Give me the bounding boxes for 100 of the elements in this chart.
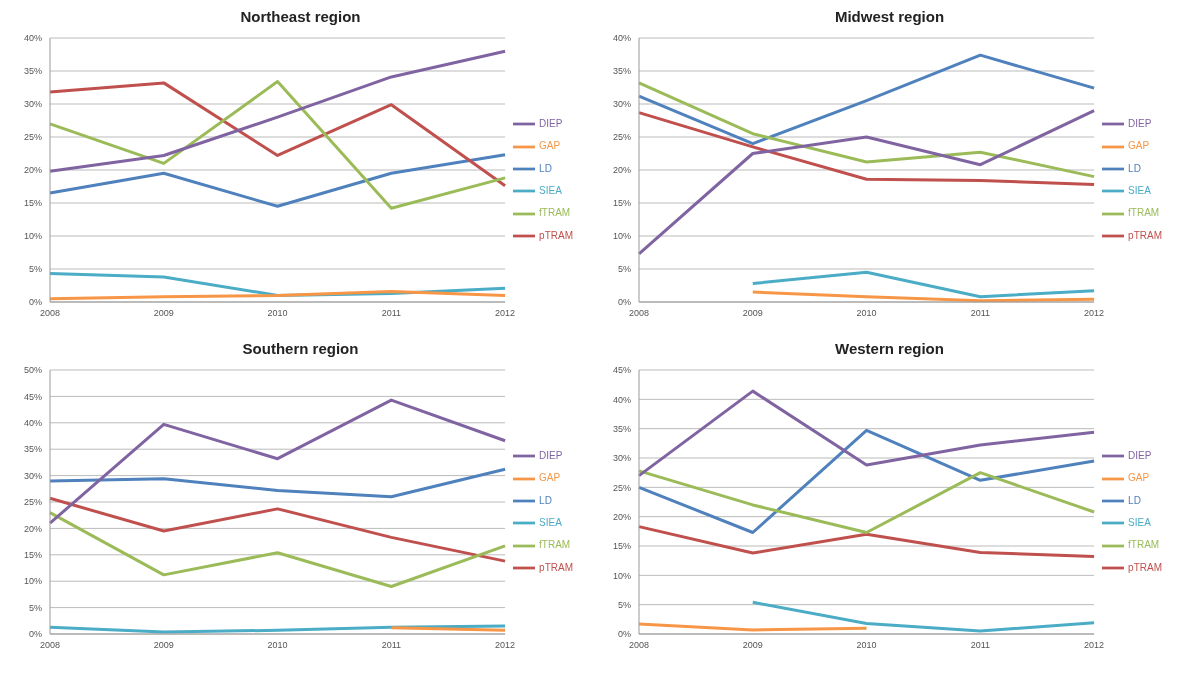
x-tick-label: 2010	[856, 308, 877, 319]
y-tick-label: 45%	[23, 391, 42, 402]
y-tick-label: 10%	[23, 231, 42, 242]
legend-label: SIEA	[539, 185, 562, 196]
legend-label: GAP	[539, 472, 561, 484]
line-series	[637, 389, 1096, 478]
line-series	[637, 81, 1096, 179]
x-tick-label: 2009	[153, 308, 174, 319]
x-tick-label: 2008	[628, 640, 650, 651]
y-tick-label: 30%	[23, 99, 42, 110]
y-tick-label: 0%	[28, 297, 42, 308]
legend-label: fTRAM	[1128, 207, 1160, 219]
y-tick-label: 25%	[23, 132, 42, 143]
line-series	[751, 290, 1096, 302]
chart-title: Midwest region	[833, 8, 946, 27]
y-tick-label: 5%	[28, 602, 42, 613]
y-tick-label: 15%	[23, 198, 42, 209]
line-series	[48, 398, 507, 525]
legend-label: DIEP	[1128, 117, 1152, 129]
x-tick-label: 2011	[381, 640, 401, 651]
y-tick-label: 35%	[612, 66, 631, 77]
y-tick-label: 5%	[617, 599, 631, 610]
x-tick-label: 2009	[742, 308, 763, 319]
y-tick-label: 0%	[28, 629, 42, 640]
y-tick-label: 10%	[612, 231, 631, 242]
y-tick-label: 30%	[23, 470, 42, 481]
x-tick-label: 2008	[39, 640, 61, 651]
y-tick-label: 0%	[617, 629, 631, 640]
x-tick-label: 2009	[153, 640, 174, 651]
line-series	[751, 600, 1096, 633]
legend-label: GAP	[539, 140, 561, 152]
line-series	[637, 525, 1096, 559]
x-tick-label: 2011	[970, 640, 990, 651]
x-tick-label: 2010	[856, 640, 877, 651]
legend-label: LD	[539, 162, 552, 174]
y-tick-label: 10%	[23, 576, 42, 587]
line-series	[48, 80, 507, 210]
y-tick-label: 25%	[23, 497, 42, 508]
x-tick-label: 2008	[39, 308, 61, 319]
x-tick-label: 2010	[267, 640, 288, 651]
line-series	[637, 469, 1096, 535]
legend-label: GAP	[1128, 472, 1150, 484]
legend-label: pTRAM	[1128, 561, 1162, 573]
x-tick-label: 2009	[742, 640, 763, 651]
line-series	[48, 467, 507, 499]
legend-label: GAP	[1128, 140, 1150, 152]
x-tick-label: 2012	[495, 308, 516, 319]
y-tick-label: 40%	[23, 417, 42, 428]
line-series	[637, 53, 1096, 146]
line-series	[637, 111, 1096, 187]
legend-label: SIEA	[1128, 517, 1151, 528]
y-tick-label: 50%	[23, 365, 42, 376]
x-tick-label: 2011	[381, 308, 401, 319]
y-tick-label: 10%	[612, 570, 631, 581]
legend-label: LD	[539, 494, 552, 506]
line-series	[48, 81, 507, 188]
line-series	[48, 49, 507, 173]
chart-title: Southern region	[241, 340, 360, 359]
legend-label: SIEA	[1128, 185, 1151, 196]
y-tick-label: 30%	[612, 453, 631, 464]
y-tick-label: 15%	[612, 198, 631, 209]
line-series	[48, 153, 507, 208]
y-tick-label: 20%	[23, 165, 42, 176]
legend-label: SIEA	[539, 517, 562, 528]
legend-label: fTRAM	[539, 539, 571, 551]
y-tick-label: 15%	[23, 549, 42, 560]
legend-label: LD	[1128, 162, 1141, 174]
y-tick-label: 5%	[28, 264, 42, 275]
y-tick-label: 20%	[612, 165, 631, 176]
line-series	[751, 270, 1096, 299]
x-tick-label: 2012	[1084, 308, 1105, 319]
y-tick-label: 25%	[612, 132, 631, 143]
y-tick-label: 40%	[23, 33, 42, 44]
line-series	[48, 511, 507, 588]
y-tick-label: 35%	[23, 66, 42, 77]
x-tick-label: 2010	[267, 308, 288, 319]
y-tick-label: 35%	[23, 444, 42, 455]
y-tick-label: 40%	[612, 33, 631, 44]
y-tick-label: 5%	[617, 264, 631, 275]
x-tick-label: 2011	[970, 308, 990, 319]
legend-label: fTRAM	[1128, 539, 1160, 551]
chart-title: Western region	[834, 340, 945, 359]
y-tick-label: 20%	[23, 523, 42, 534]
y-tick-label: 30%	[612, 99, 631, 110]
y-tick-label: 20%	[612, 511, 631, 522]
chart-title: Northeast region	[239, 8, 362, 27]
x-tick-label: 2008	[628, 308, 650, 319]
y-tick-label: 40%	[612, 394, 631, 405]
legend-label: DIEP	[539, 449, 563, 461]
legend-label: pTRAM	[539, 229, 573, 241]
y-tick-label: 15%	[612, 541, 631, 552]
line-series	[48, 496, 507, 563]
y-tick-label: 35%	[612, 423, 631, 434]
legend-label: DIEP	[1128, 449, 1152, 461]
y-tick-label: 45%	[612, 365, 631, 376]
y-tick-label: 25%	[612, 482, 631, 493]
legend-label: pTRAM	[1128, 229, 1162, 241]
x-tick-label: 2012	[495, 640, 516, 651]
legend-label: LD	[1128, 494, 1141, 506]
legend-label: pTRAM	[539, 561, 573, 573]
